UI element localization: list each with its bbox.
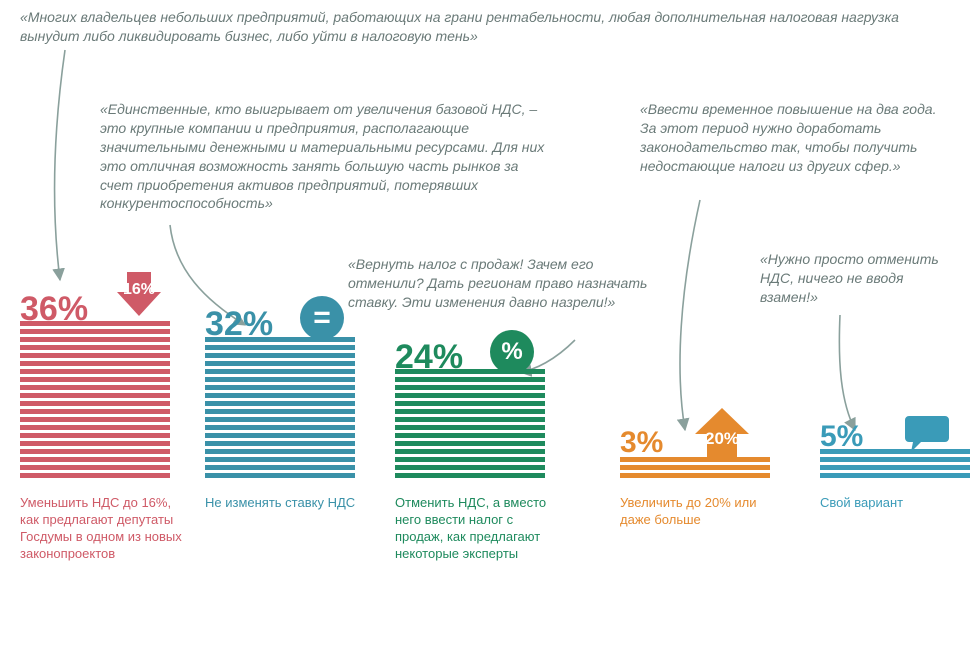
quote-teal: «Ввести временное повышение на два года.… [640, 100, 950, 176]
label-increase: Увеличить до 20% или даже больше [620, 495, 780, 529]
bar-keep [205, 337, 355, 478]
equals-badge: = [300, 296, 344, 340]
quote-teal2: «Нужно просто отменить НДС, ничего не вв… [760, 250, 960, 307]
quote-blue: «Единственные, кто выигрывает от увеличе… [100, 100, 550, 213]
down-arrow-badge: 16% [115, 270, 163, 318]
up-arrow-badge: 20% [693, 408, 751, 460]
up-arrow-text: 20% [705, 429, 739, 449]
equals-text: = [313, 301, 331, 335]
percent-text: % [501, 338, 522, 366]
speech-icon [905, 416, 949, 452]
quote-green: «Вернуть налог с продаж! Зачем его отмен… [348, 255, 648, 312]
down-arrow-text: 16% [123, 281, 155, 299]
label-abolish: Отменить НДС, а вместо него ввести налог… [395, 495, 565, 563]
pct-increase: 3% [620, 426, 663, 460]
label-keep: Не изменять ставку НДС [205, 495, 365, 512]
quote-top: «Многих владельцев небольших предприятий… [20, 8, 960, 46]
infographic-page: «Многих владельцев небольших предприятий… [0, 0, 980, 648]
bar-own [820, 449, 970, 478]
bar-reduce [20, 321, 170, 478]
label-reduce: Уменьшить НДС до 16%, как предлагают деп… [20, 495, 182, 563]
bar-abolish [395, 369, 545, 478]
percent-badge: % [490, 330, 534, 374]
bar-increase [620, 457, 770, 478]
label-own: Свой вариант [820, 495, 970, 512]
